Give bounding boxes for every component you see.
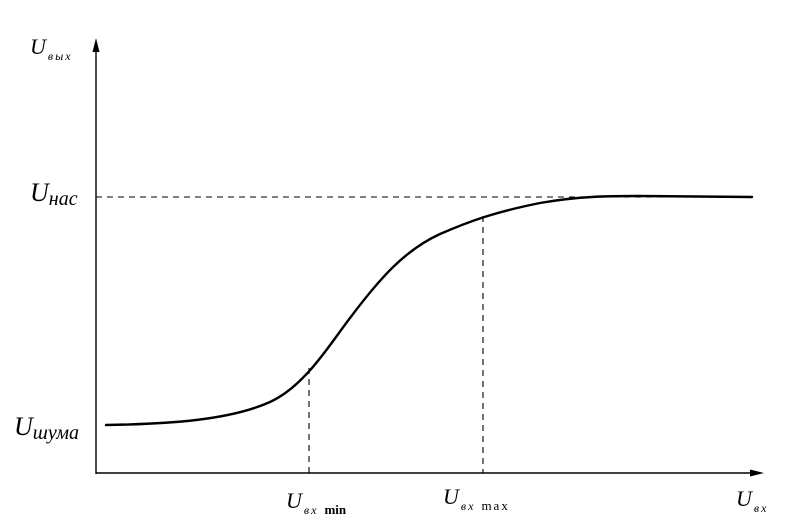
x-axis-label-main: U — [736, 486, 752, 511]
x-axis-label-sub: вх — [753, 501, 769, 515]
saturation-label: Uнас — [30, 178, 78, 211]
u-in-min-label-suffix: min — [324, 502, 347, 517]
transfer-curve — [104, 194, 754, 427]
y-axis-label-sub: вых — [47, 49, 73, 63]
noise-label-main: U — [14, 412, 33, 441]
noise-label: Uшума — [14, 412, 79, 445]
u-in-min-label-main: U — [286, 488, 302, 513]
y-axis-arrow — [92, 38, 100, 52]
saturation-label-main: U — [30, 178, 49, 207]
u-in-max-label-main: U — [443, 484, 459, 509]
y-axis-label-main: U — [30, 34, 46, 59]
u-in-min-label-sub: вх — [303, 503, 319, 517]
x-axis-arrow — [750, 469, 764, 477]
u-in-max-label-suffix: max — [481, 498, 510, 513]
saturation-label-sub: нас — [48, 188, 78, 210]
noise-label-sub: шума — [32, 422, 80, 444]
u-in-max-label-sub: вх — [460, 499, 476, 513]
